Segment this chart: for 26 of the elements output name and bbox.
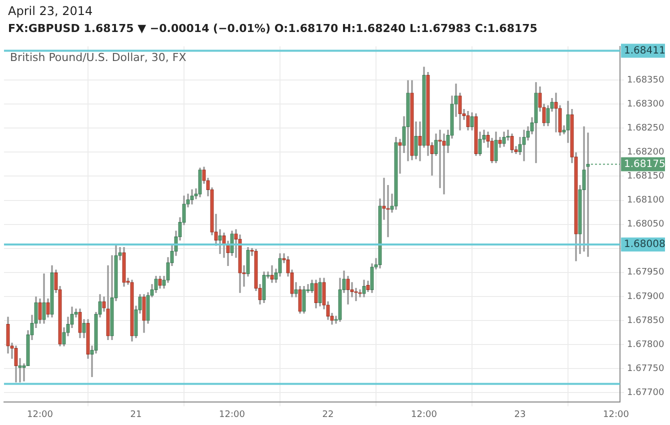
y-tick-label: 1.68200 [627, 148, 664, 158]
y-tick-label: 1.68250 [627, 123, 664, 134]
y-tick-label: 1.68150 [627, 172, 664, 182]
y-tick-label: 1.67800 [627, 340, 664, 350]
x-tick-label: 12:00 [219, 410, 246, 420]
x-tick-label: 12:00 [27, 410, 54, 420]
annotation: 1.68175 [624, 158, 666, 170]
y-tick-label: 1.67950 [627, 268, 664, 278]
x-tick-label: 12:00 [411, 410, 438, 420]
y-tick-label: 1.67750 [627, 364, 664, 374]
x-tick-label: 12:00 [603, 410, 630, 420]
annotation: British Pound/U.S. Dollar, 30, FX [10, 50, 187, 64]
y-tick-label: 1.67900 [627, 292, 664, 302]
ref-line-label: 1.68008 [624, 239, 666, 250]
x-tick-label: 22 [322, 410, 334, 420]
y-tick-label: 1.68100 [627, 196, 664, 206]
chart-subtitle: FX:GBPUSD 1.68175 ▼ −0.00014 (−0.01%) O:1.68170 H:1.68240 L:1.67983 C:1.68175 [7, 21, 538, 37]
x-tick-label: 21 [130, 410, 142, 420]
ref-line-label: 1.68411 [624, 45, 666, 56]
y-tick-label: 1.68050 [627, 220, 664, 230]
y-tick-label: 1.68300 [627, 99, 664, 110]
chart-title: April 23, 2014 [7, 3, 94, 20]
y-tick-label: 1.67850 [627, 316, 664, 326]
y-tick-label: 1.67700 [627, 388, 664, 398]
y-tick-label: 1.68350 [627, 75, 664, 86]
x-tick-label: 23 [514, 410, 526, 420]
